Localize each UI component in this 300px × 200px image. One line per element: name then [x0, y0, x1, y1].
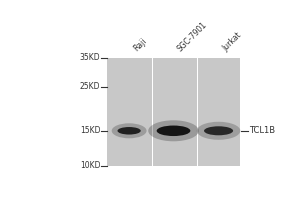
Text: TCL1B: TCL1B: [249, 126, 275, 135]
Text: 35KD: 35KD: [80, 53, 100, 62]
Text: Jurkat: Jurkat: [221, 31, 243, 53]
Bar: [197, 58, 198, 166]
Ellipse shape: [112, 123, 147, 138]
Ellipse shape: [157, 126, 190, 136]
Ellipse shape: [197, 122, 240, 140]
Text: SGC-7901: SGC-7901: [176, 20, 209, 53]
Text: 10KD: 10KD: [80, 161, 100, 170]
Bar: [107, 58, 240, 166]
Ellipse shape: [204, 126, 233, 135]
Bar: [152, 58, 153, 166]
Text: Raji: Raji: [131, 37, 148, 53]
Ellipse shape: [118, 127, 141, 135]
Text: 15KD: 15KD: [80, 126, 100, 135]
Ellipse shape: [148, 120, 199, 141]
Text: 25KD: 25KD: [80, 82, 100, 91]
